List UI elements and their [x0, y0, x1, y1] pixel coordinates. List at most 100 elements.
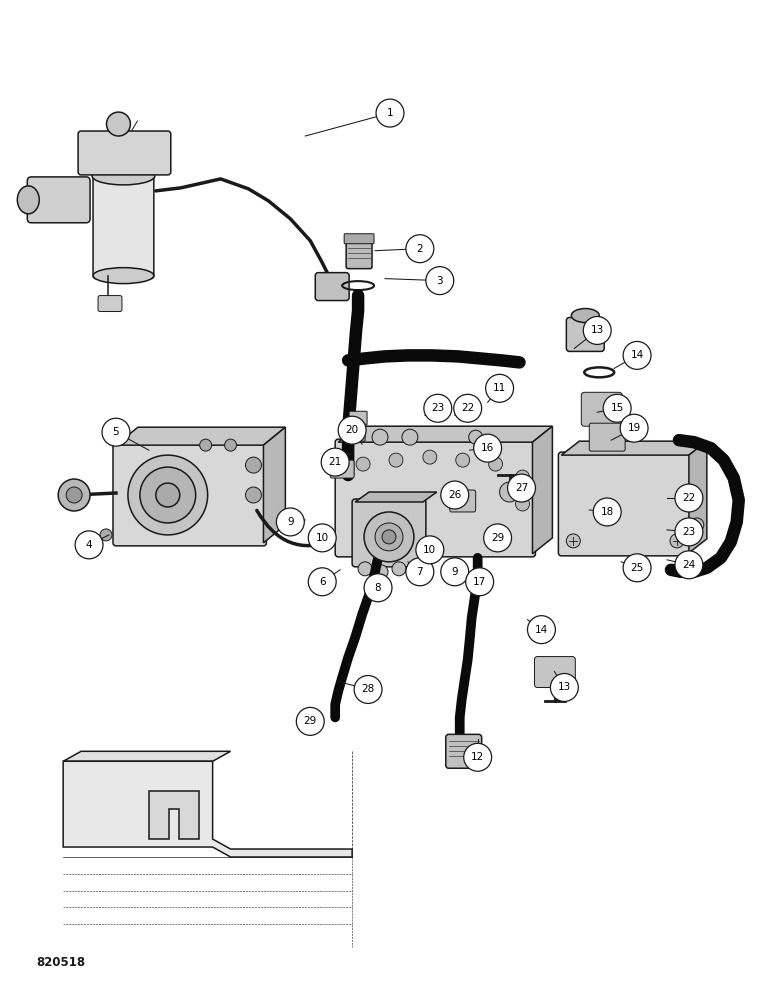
Ellipse shape [571, 309, 599, 322]
Circle shape [527, 616, 555, 644]
FancyBboxPatch shape [352, 499, 426, 567]
FancyBboxPatch shape [450, 490, 476, 512]
Text: 7: 7 [417, 567, 423, 577]
Ellipse shape [93, 268, 154, 284]
Circle shape [423, 450, 437, 464]
Circle shape [102, 418, 130, 446]
Circle shape [338, 416, 366, 444]
Circle shape [107, 112, 130, 136]
Text: 8: 8 [374, 583, 381, 593]
Circle shape [225, 439, 236, 451]
Text: 21: 21 [329, 457, 342, 467]
Polygon shape [263, 427, 286, 543]
Polygon shape [63, 761, 352, 857]
Circle shape [499, 482, 520, 502]
Circle shape [376, 99, 404, 127]
Text: 1: 1 [387, 108, 393, 118]
Ellipse shape [17, 186, 39, 214]
Circle shape [620, 414, 648, 442]
FancyBboxPatch shape [534, 657, 575, 687]
Circle shape [486, 374, 513, 402]
FancyBboxPatch shape [349, 411, 367, 425]
Circle shape [58, 479, 90, 511]
Circle shape [156, 483, 180, 507]
Circle shape [690, 518, 704, 532]
Text: 20: 20 [346, 425, 359, 435]
Circle shape [200, 439, 212, 451]
FancyBboxPatch shape [315, 273, 349, 301]
Circle shape [382, 530, 396, 544]
Text: 24: 24 [682, 560, 696, 570]
Circle shape [406, 558, 434, 586]
Text: 22: 22 [461, 403, 474, 413]
Circle shape [389, 453, 403, 467]
Circle shape [603, 394, 631, 422]
Circle shape [245, 457, 262, 473]
Text: 27: 27 [515, 483, 528, 493]
Circle shape [489, 457, 503, 471]
Circle shape [354, 676, 382, 703]
Text: 14: 14 [535, 625, 548, 635]
Circle shape [507, 474, 536, 502]
Circle shape [675, 551, 703, 579]
Circle shape [402, 429, 418, 445]
FancyBboxPatch shape [330, 460, 354, 478]
FancyBboxPatch shape [445, 734, 482, 768]
Circle shape [623, 341, 651, 369]
Circle shape [140, 467, 195, 523]
Text: 29: 29 [491, 533, 504, 543]
Circle shape [675, 518, 703, 546]
FancyBboxPatch shape [567, 318, 604, 351]
Circle shape [416, 536, 444, 564]
Circle shape [483, 524, 512, 552]
Text: 820518: 820518 [36, 956, 86, 969]
Text: 26: 26 [448, 490, 462, 500]
Ellipse shape [92, 167, 155, 185]
FancyBboxPatch shape [335, 439, 536, 557]
Circle shape [296, 707, 324, 735]
Circle shape [356, 457, 370, 471]
Text: 10: 10 [316, 533, 329, 543]
Text: 5: 5 [113, 427, 120, 437]
FancyBboxPatch shape [346, 237, 372, 269]
Text: 11: 11 [493, 383, 506, 393]
Text: 25: 25 [631, 563, 644, 573]
Text: 16: 16 [481, 443, 494, 453]
Text: 10: 10 [423, 545, 436, 555]
Circle shape [321, 448, 349, 476]
Text: 2: 2 [417, 244, 423, 254]
Circle shape [364, 574, 392, 602]
Text: 29: 29 [303, 716, 317, 726]
Text: 28: 28 [361, 684, 374, 694]
Circle shape [454, 394, 482, 422]
Circle shape [392, 562, 406, 576]
Circle shape [276, 508, 304, 536]
Circle shape [364, 512, 414, 562]
Text: 4: 4 [86, 540, 93, 550]
Circle shape [424, 394, 452, 422]
Circle shape [474, 434, 502, 462]
FancyBboxPatch shape [351, 423, 365, 441]
FancyBboxPatch shape [558, 452, 692, 556]
Text: 12: 12 [471, 752, 484, 762]
Polygon shape [116, 427, 286, 445]
Circle shape [584, 317, 611, 344]
Circle shape [516, 497, 530, 511]
FancyBboxPatch shape [98, 296, 122, 312]
FancyBboxPatch shape [344, 234, 374, 244]
Polygon shape [561, 441, 707, 455]
Circle shape [464, 743, 492, 771]
Circle shape [375, 523, 403, 551]
Polygon shape [63, 751, 231, 761]
Polygon shape [149, 791, 198, 839]
Circle shape [372, 429, 388, 445]
Text: 18: 18 [601, 507, 614, 517]
Circle shape [550, 674, 578, 701]
FancyBboxPatch shape [589, 423, 625, 451]
Circle shape [75, 531, 103, 559]
Text: 13: 13 [591, 325, 604, 335]
Circle shape [593, 498, 621, 526]
FancyBboxPatch shape [78, 131, 171, 175]
Circle shape [441, 558, 469, 586]
Circle shape [426, 267, 454, 295]
